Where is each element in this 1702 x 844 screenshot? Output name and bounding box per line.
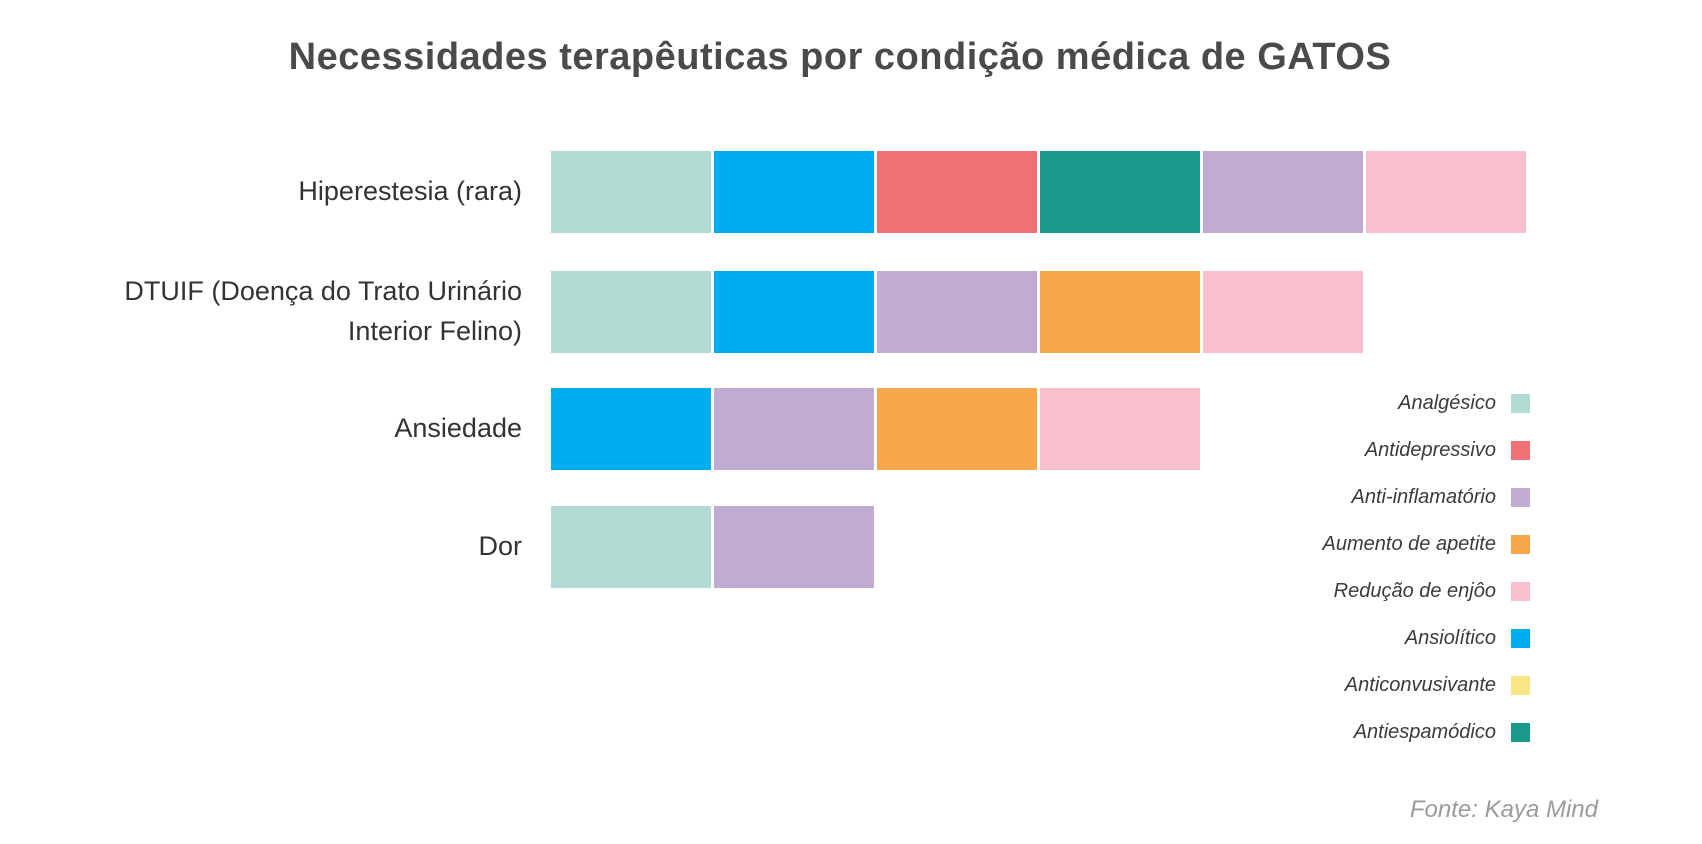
- row-bars-ansiedade: [551, 388, 1200, 470]
- bar-segment-anti-inflamatorio: [1203, 151, 1363, 233]
- legend-item-anti-inflamatorio: Anti-inflamatório: [1323, 474, 1530, 521]
- bar-segment-ansiolitico: [551, 388, 711, 470]
- legend-swatch-analgesico: [1511, 394, 1530, 413]
- bar-segment-aumento-de-apetite: [877, 388, 1037, 470]
- bar-row-dtuif-doenca-do-trato-urinario-interior-felino: DTUIF (Doença do Trato Urinário Interior…: [0, 271, 1702, 353]
- row-bars-hiperestesia-rara: [551, 151, 1526, 233]
- row-bars-dtuif-doenca-do-trato-urinario-interior-felino: [551, 271, 1363, 353]
- row-bars-dor: [551, 506, 874, 588]
- legend-label-analgesico: Analgésico: [1398, 392, 1496, 414]
- legend-swatch-antiespamodico: [1511, 723, 1530, 742]
- legend-item-aumento-de-apetite: Aumento de apetite: [1323, 521, 1530, 568]
- row-label-hiperestesia-rara: Hiperestesia (rara): [298, 176, 522, 207]
- legend-item-antiespamodico: Antiespamódico: [1323, 709, 1530, 756]
- legend-item-ansiolitico: Ansiolítico: [1323, 615, 1530, 662]
- row-label-dor: Dor: [478, 531, 522, 562]
- legend-item-anticonvusivante: Anticonvusivante: [1323, 662, 1530, 709]
- bar-segment-reducao-de-enjoo: [1366, 151, 1526, 233]
- legend-label-anticonvusivante: Anticonvusivante: [1344, 674, 1496, 696]
- bar-segment-anti-inflamatorio: [877, 271, 1037, 353]
- legend-swatch-anticonvusivante: [1511, 676, 1530, 695]
- bar-segment-aumento-de-apetite: [1040, 271, 1200, 353]
- legend-swatch-aumento-de-apetite: [1511, 535, 1530, 554]
- bar-row-ansiedade: Ansiedade: [0, 388, 1702, 470]
- bar-segment-anti-inflamatorio: [714, 506, 874, 588]
- row-label-ansiedade: Ansiedade: [394, 413, 522, 444]
- legend-swatch-anti-inflamatorio: [1511, 488, 1530, 507]
- bar-row-dor: Dor: [0, 506, 1702, 588]
- legend-label-anti-inflamatorio: Anti-inflamatório: [1351, 486, 1496, 508]
- bar-segment-antiespamodico: [1040, 151, 1200, 233]
- bar-row-hiperestesia-rara: Hiperestesia (rara): [0, 151, 1702, 233]
- legend-item-reducao-de-enjoo: Redução de enjôo: [1323, 568, 1530, 615]
- legend-label-reducao-de-enjoo: Redução de enjôo: [1333, 580, 1496, 602]
- chart-title: Necessidades terapêuticas por condição m…: [288, 36, 1392, 78]
- legend-item-antidepressivo: Antidepressivo: [1323, 427, 1530, 474]
- bar-segment-anti-inflamatorio: [714, 388, 874, 470]
- legend-swatch-ansiolitico: [1511, 629, 1530, 648]
- bar-segment-analgesico: [551, 506, 711, 588]
- row-label-dtuif-doenca-do-trato-urinario-interior-felino: DTUIF (Doença do Trato Urinário Interior…: [124, 276, 522, 346]
- bar-segment-reducao-de-enjoo: [1203, 271, 1363, 353]
- source-note: Fonte: Kaya Mind: [1409, 796, 1598, 823]
- bar-segment-ansiolitico: [714, 151, 874, 233]
- legend-label-aumento-de-apetite: Aumento de apetite: [1322, 533, 1496, 555]
- legend-swatch-antidepressivo: [1511, 441, 1530, 460]
- bar-segment-ansiolitico: [714, 271, 874, 353]
- bar-segment-reducao-de-enjoo: [1040, 388, 1200, 470]
- bar-segment-analgesico: [551, 271, 711, 353]
- legend-item-analgesico: Analgésico: [1323, 380, 1530, 427]
- legend-label-ansiolitico: Ansiolítico: [1404, 627, 1496, 649]
- bar-segment-analgesico: [551, 151, 711, 233]
- legend: Analgésico Antidepressivo Anti-inflamatóri…: [1323, 380, 1530, 756]
- legend-label-antiespamodico: Antiespamódico: [1353, 721, 1496, 743]
- legend-swatch-reducao-de-enjoo: [1511, 582, 1530, 601]
- bar-segment-antidepressivo: [877, 151, 1037, 233]
- legend-label-antidepressivo: Antidepressivo: [1364, 439, 1496, 461]
